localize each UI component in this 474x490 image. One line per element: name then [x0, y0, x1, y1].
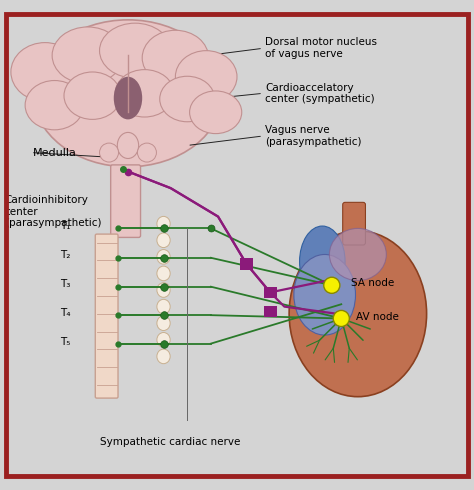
Ellipse shape	[137, 143, 156, 162]
Ellipse shape	[157, 266, 170, 281]
Ellipse shape	[115, 70, 174, 117]
Text: Dorsal motor nucleus
of vagus nerve: Dorsal motor nucleus of vagus nerve	[265, 38, 377, 59]
Ellipse shape	[175, 50, 237, 103]
Text: Sympathetic cardiac nerve: Sympathetic cardiac nerve	[100, 437, 241, 447]
Ellipse shape	[114, 77, 142, 120]
Ellipse shape	[294, 254, 356, 335]
Ellipse shape	[33, 20, 223, 167]
Ellipse shape	[64, 72, 121, 120]
Ellipse shape	[142, 30, 209, 85]
Text: Vagus nerve
(parasympathetic): Vagus nerve (parasympathetic)	[265, 125, 362, 147]
Ellipse shape	[157, 233, 170, 247]
Ellipse shape	[157, 249, 170, 264]
Ellipse shape	[160, 76, 215, 122]
Ellipse shape	[157, 333, 170, 347]
FancyBboxPatch shape	[240, 258, 253, 270]
Text: AV node: AV node	[356, 312, 398, 322]
Ellipse shape	[157, 349, 170, 364]
FancyBboxPatch shape	[95, 234, 118, 398]
FancyBboxPatch shape	[264, 287, 277, 298]
Text: Medulla: Medulla	[33, 147, 77, 158]
Ellipse shape	[157, 217, 170, 231]
Ellipse shape	[157, 299, 170, 314]
Ellipse shape	[190, 91, 242, 134]
Ellipse shape	[157, 316, 170, 331]
Ellipse shape	[289, 231, 427, 397]
Text: T₁: T₁	[60, 221, 70, 231]
Text: T₄: T₄	[60, 308, 70, 318]
Ellipse shape	[25, 80, 84, 130]
Ellipse shape	[52, 27, 123, 84]
Circle shape	[324, 277, 340, 294]
Text: Cardioinhibitory
center
(parasympathetic): Cardioinhibitory center (parasympathetic…	[5, 195, 101, 228]
FancyBboxPatch shape	[264, 306, 277, 317]
Ellipse shape	[117, 132, 138, 158]
Ellipse shape	[100, 23, 171, 78]
Text: SA node: SA node	[351, 278, 394, 288]
Text: T₅: T₅	[60, 337, 70, 347]
FancyBboxPatch shape	[110, 165, 140, 238]
Text: T₂: T₂	[60, 250, 70, 260]
Ellipse shape	[329, 228, 386, 281]
Text: T₃: T₃	[60, 279, 70, 289]
Ellipse shape	[100, 143, 118, 162]
FancyBboxPatch shape	[343, 202, 365, 245]
Ellipse shape	[300, 226, 345, 297]
Ellipse shape	[157, 283, 170, 297]
Circle shape	[333, 310, 349, 326]
Text: Cardioaccelatory
center (sympathetic): Cardioaccelatory center (sympathetic)	[265, 82, 375, 104]
Ellipse shape	[11, 43, 79, 101]
